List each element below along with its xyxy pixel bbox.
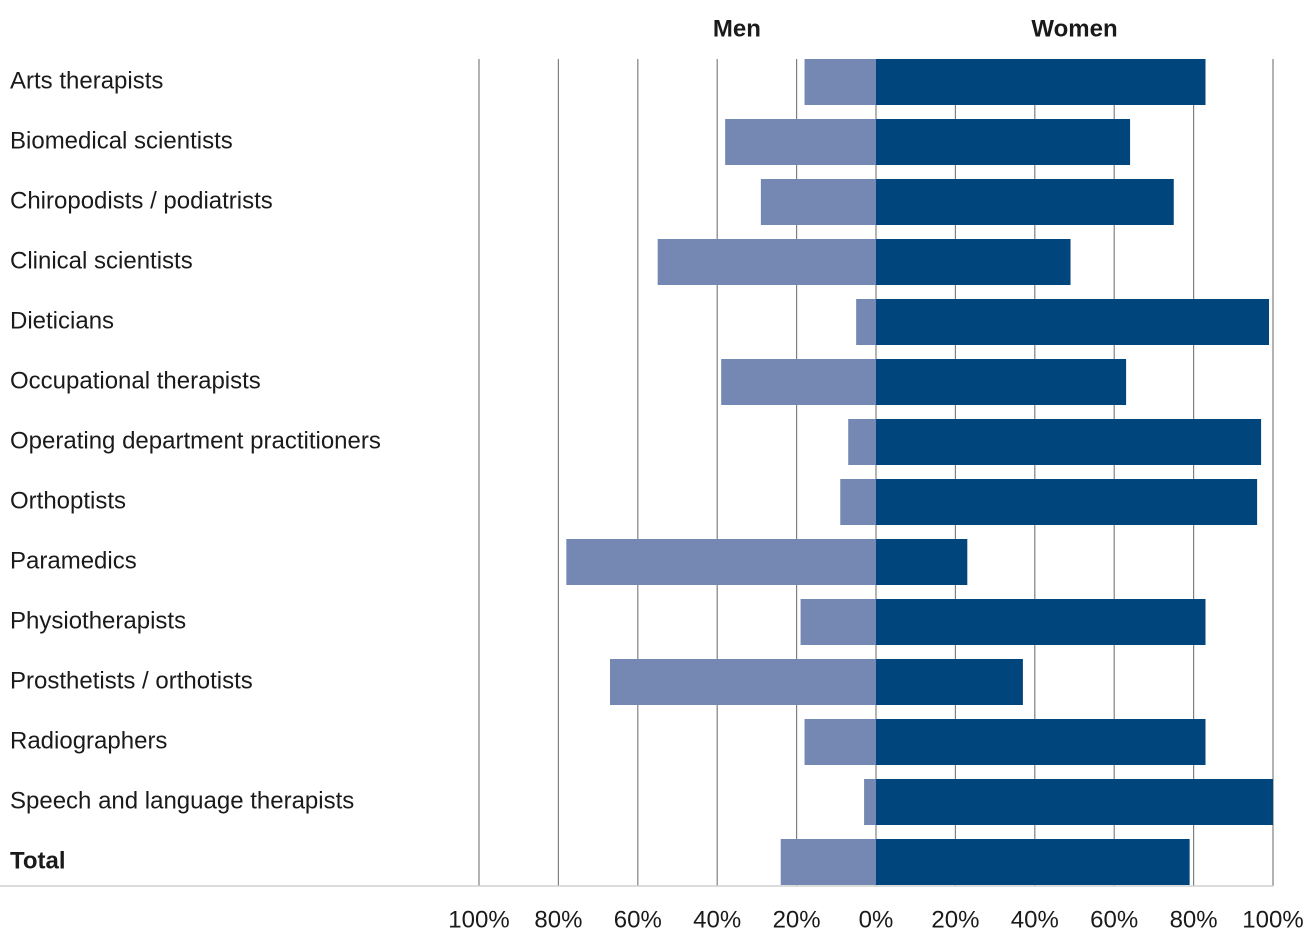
bar xyxy=(876,839,1190,885)
category-label: Total xyxy=(10,847,66,874)
x-tick-label: 0% xyxy=(859,906,894,933)
category-label: Arts therapists xyxy=(10,67,163,94)
bar xyxy=(725,119,876,165)
x-tick-label: 20% xyxy=(773,906,821,933)
x-tick-label: 40% xyxy=(693,906,741,933)
x-tick-label: 80% xyxy=(1170,906,1218,933)
x-tick-label: 80% xyxy=(534,906,582,933)
bar xyxy=(804,719,876,765)
bar xyxy=(876,719,1206,765)
bar xyxy=(876,179,1174,225)
bar xyxy=(657,239,876,285)
bar xyxy=(804,59,876,105)
x-tick-label: 40% xyxy=(1011,906,1059,933)
legend-label: Men xyxy=(713,15,761,42)
bar xyxy=(876,119,1131,165)
category-label: Radiographers xyxy=(10,727,167,754)
category-label: Speech and language therapists xyxy=(10,787,354,814)
category-label: Clinical scientists xyxy=(10,247,193,274)
bar xyxy=(780,839,876,885)
bar xyxy=(876,239,1071,285)
x-tick-label: 60% xyxy=(1090,906,1138,933)
x-tick-label: 60% xyxy=(614,906,662,933)
legend-label: Women xyxy=(1031,15,1117,42)
category-label: Biomedical scientists xyxy=(10,127,233,154)
bar xyxy=(876,479,1258,525)
bar xyxy=(610,659,876,705)
bar xyxy=(876,299,1270,345)
category-label: Dieticians xyxy=(10,307,114,334)
bar xyxy=(864,779,876,825)
category-label: Physiotherapists xyxy=(10,607,186,634)
bar xyxy=(876,59,1206,105)
category-label: Paramedics xyxy=(10,547,137,574)
bar xyxy=(856,299,876,345)
bar xyxy=(760,179,876,225)
bar xyxy=(876,359,1127,405)
category-label: Orthoptists xyxy=(10,487,126,514)
bar xyxy=(876,599,1206,645)
bar xyxy=(876,419,1262,465)
category-label: Prosthetists / orthotists xyxy=(10,667,253,694)
bar xyxy=(876,539,968,585)
bar xyxy=(566,539,876,585)
bar xyxy=(876,779,1273,825)
x-tick-label: 100% xyxy=(448,906,509,933)
bar xyxy=(800,599,876,645)
bar xyxy=(848,419,876,465)
category-label: Operating department practitioners xyxy=(10,427,381,454)
bar xyxy=(840,479,876,525)
category-label: Chiropodists / podiatrists xyxy=(10,187,273,214)
bar xyxy=(876,659,1023,705)
category-label: Occupational therapists xyxy=(10,367,261,394)
x-tick-label: 100% xyxy=(1242,906,1303,933)
x-tick-label: 20% xyxy=(931,906,979,933)
bar xyxy=(721,359,876,405)
